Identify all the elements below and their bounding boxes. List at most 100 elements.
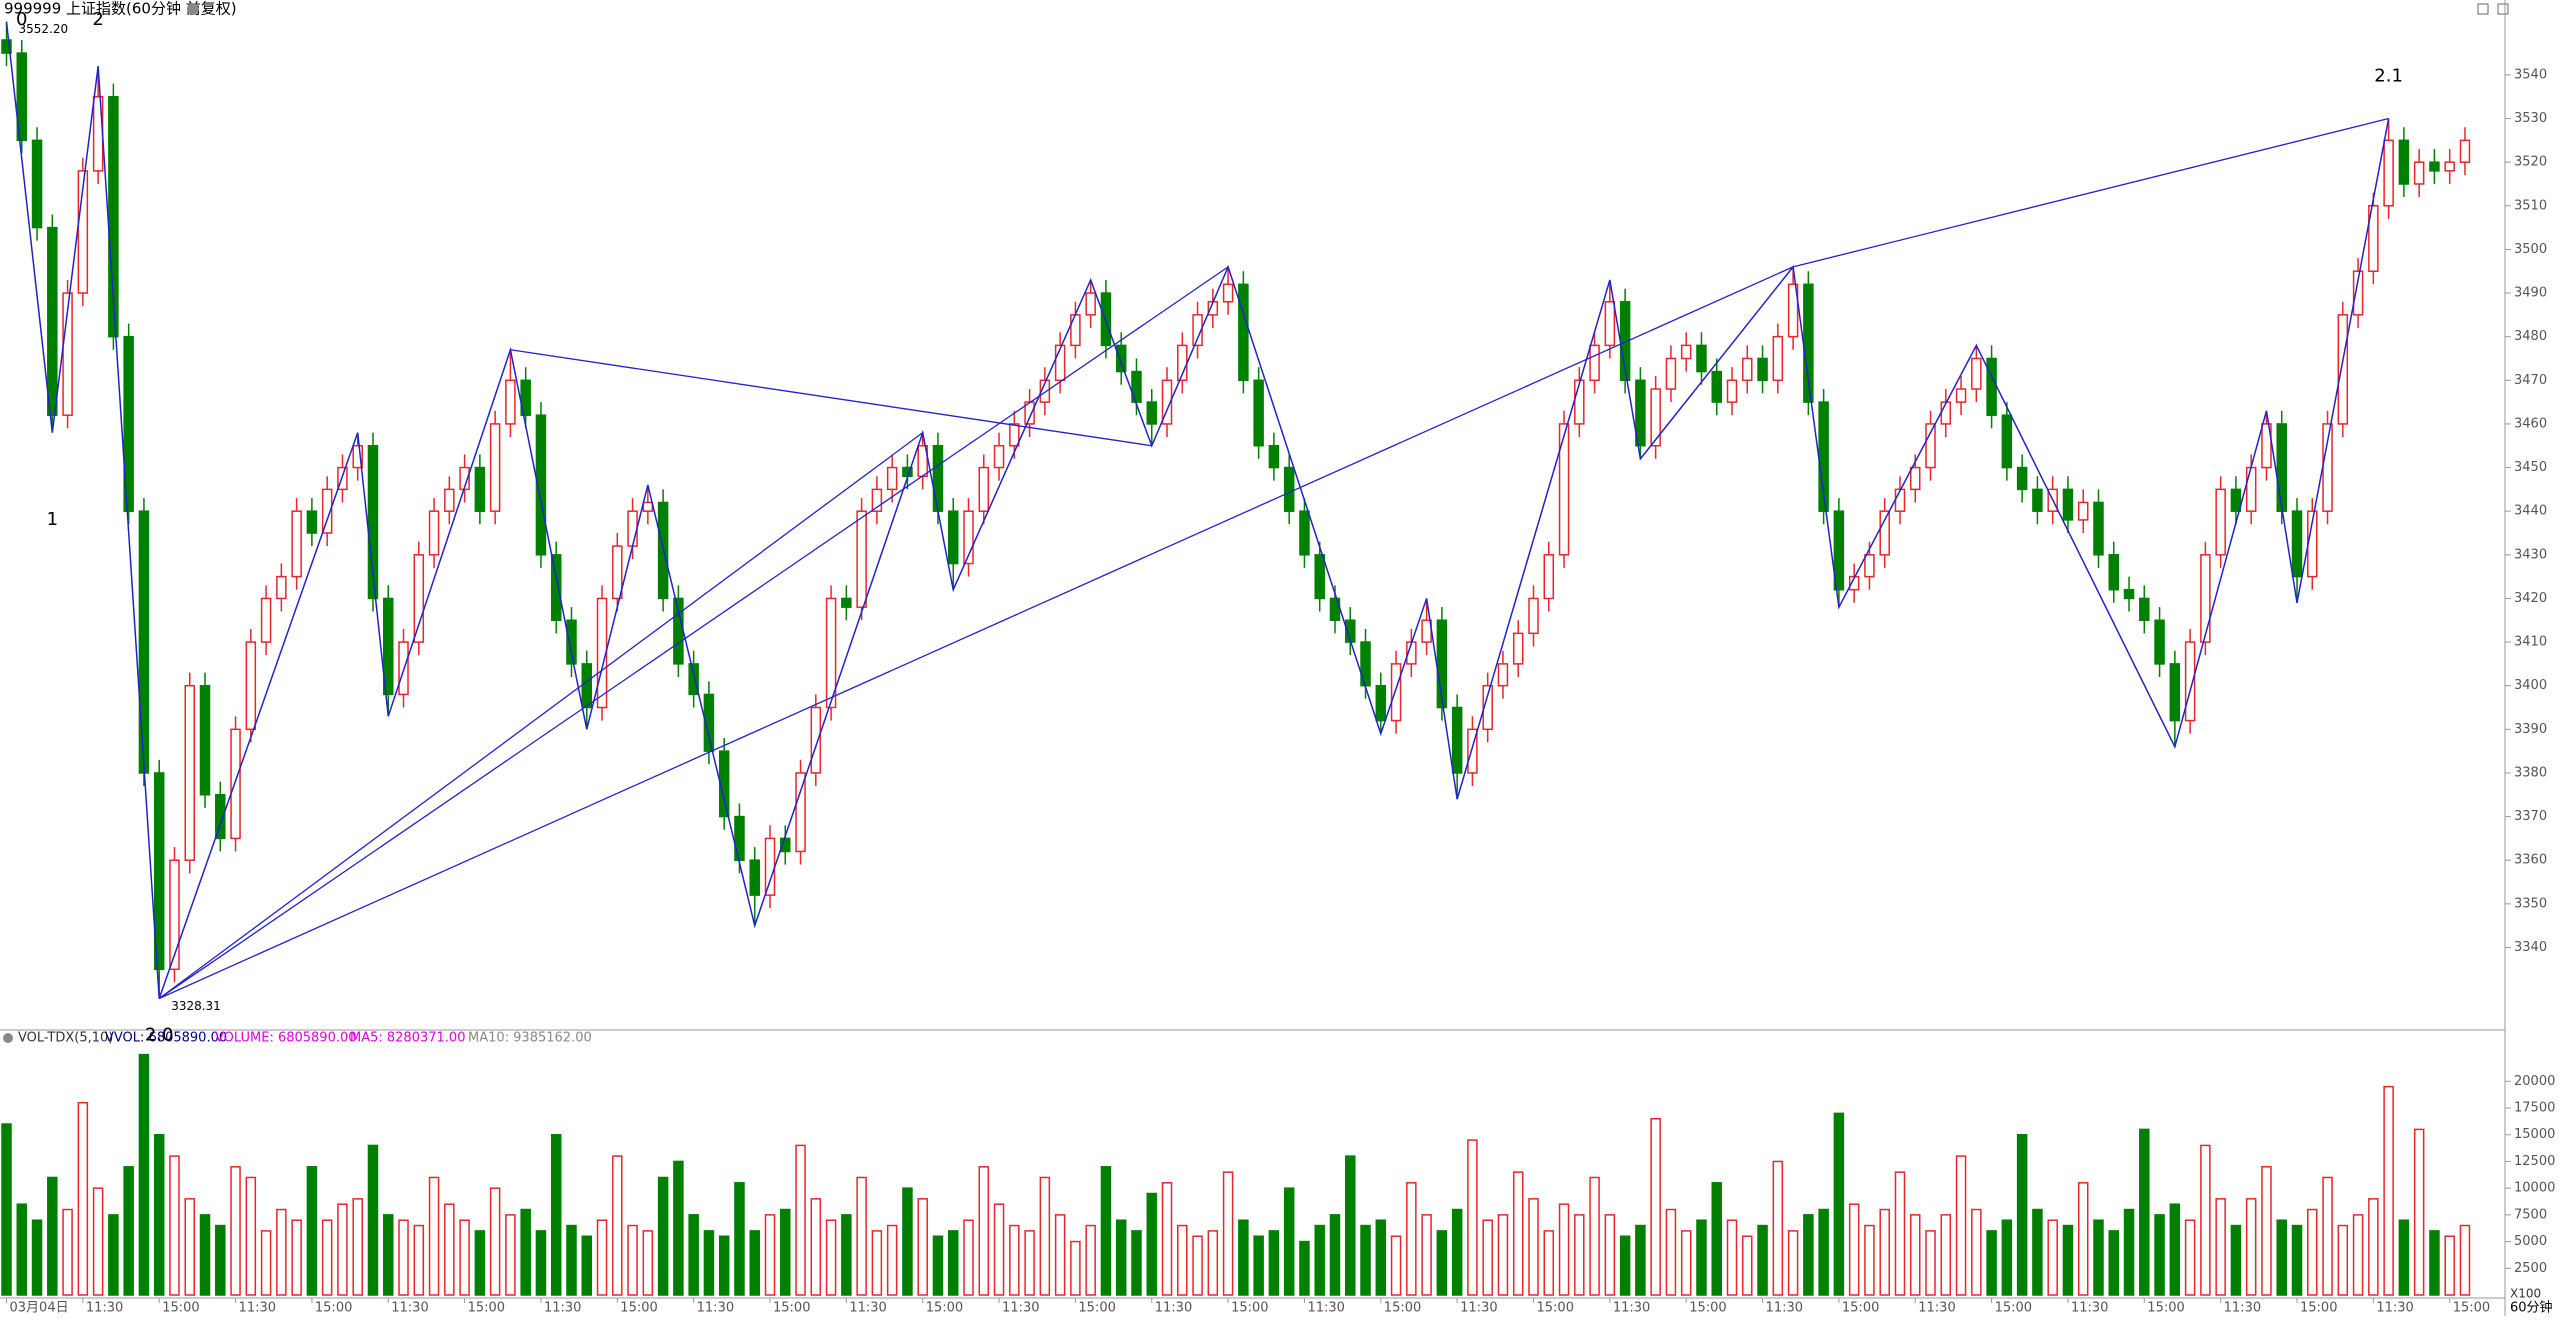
volume-bar (1268, 1230, 1280, 1296)
y-tick-label: 3340 (2514, 940, 2547, 955)
candle-body (2169, 663, 2181, 722)
volume-bar (810, 1198, 822, 1296)
x-tick-label: 15:00 (162, 1301, 199, 1316)
volume-bar (1787, 1230, 1799, 1296)
candle-body (795, 772, 806, 853)
volume-bar (1024, 1230, 1035, 1296)
volume-bar (1329, 1214, 1341, 1296)
volume-bar (1543, 1230, 1555, 1296)
volume-bar (2123, 1208, 2135, 1296)
candle-body (1986, 357, 1997, 416)
candle-body (2108, 554, 2120, 591)
volume-bar (1589, 1176, 1600, 1296)
y-tick-label: 3350 (2514, 896, 2547, 911)
volume-bar (260, 1230, 272, 1296)
volume-unit: X100 (2510, 1287, 2541, 1301)
volume-bar (566, 1224, 577, 1296)
x-tick-label: 15:00 (1689, 1301, 1726, 1316)
zigzag-line (5, 21, 2390, 999)
ma5-text: MA5: 8280371.00 (350, 1031, 465, 1046)
volume-bar (581, 1235, 593, 1296)
volume-bar (520, 1208, 531, 1296)
volume-bar (2291, 1224, 2303, 1296)
volume-bar (505, 1214, 516, 1296)
volume-y-tick-label: 10000 (2514, 1181, 2555, 1196)
candle-body (1696, 344, 1707, 373)
volume-bar (2184, 1219, 2196, 1296)
volume-y-tick-label: 17500 (2514, 1101, 2555, 1116)
x-tick-label: 11:30 (2071, 1301, 2108, 1316)
volume-bar (1574, 1214, 1585, 1296)
candle-body (1864, 554, 1875, 578)
volume-bar (2139, 1128, 2150, 1296)
volume-bar (367, 1144, 379, 1296)
candle-body (1543, 554, 1555, 600)
candle-body (184, 684, 195, 861)
x-tick-label: 15:00 (1078, 1301, 1115, 1316)
candle-body (1192, 314, 1203, 347)
candle-body (2139, 597, 2150, 622)
y-tick-label: 3480 (2514, 329, 2547, 344)
volume-bar (1726, 1219, 1738, 1296)
candle-body (2016, 466, 2028, 491)
candle-body (2322, 423, 2333, 512)
candle-body (123, 335, 134, 512)
annotation: 2.0 (145, 1024, 174, 1045)
volume-bar (1146, 1192, 1157, 1296)
volume-bar (1482, 1219, 1493, 1296)
volume-bar (1665, 1208, 1677, 1296)
x-tick-label: 11:30 (86, 1301, 123, 1316)
candle-body (856, 510, 867, 608)
volume-bar (642, 1230, 654, 1296)
volume-bar (77, 1101, 89, 1296)
candle-body (780, 837, 791, 853)
y-tick-label: 3440 (2514, 504, 2547, 519)
annotation: 2 (92, 9, 103, 30)
menu-icon[interactable] (187, 3, 199, 15)
window-button[interactable] (2497, 3, 2509, 15)
volume-bar (1848, 1203, 1860, 1296)
candle-body (1390, 663, 1402, 722)
volume-bar (2062, 1224, 2074, 1296)
volume-bar (718, 1235, 730, 1296)
candle-body (2413, 161, 2425, 185)
candle-body (581, 663, 593, 709)
volume-bar (1757, 1224, 1768, 1296)
volume-bar (1283, 1187, 1295, 1296)
volume-bar (474, 1230, 486, 1296)
candle-body (1451, 706, 1463, 774)
volume-bar (1619, 1235, 1631, 1296)
x-tick-label: 15:00 (620, 1301, 657, 1316)
y-tick-label: 3520 (2514, 155, 2547, 170)
candle-body (535, 414, 547, 556)
candle-body (1604, 301, 1616, 347)
candle-body (337, 466, 348, 491)
indicator-icon[interactable] (3, 1033, 13, 1043)
volume-bar (688, 1214, 699, 1296)
candle-body (627, 510, 638, 547)
candle-body (841, 597, 852, 608)
candle-body (1574, 379, 1585, 425)
candle-body (993, 444, 1005, 469)
volume-bar (1131, 1230, 1142, 1296)
candle-body (291, 510, 302, 578)
candle-body (505, 379, 516, 425)
volume-bar (1375, 1219, 1387, 1296)
candle-body (2291, 510, 2303, 578)
x-tick-label: 15:00 (926, 1301, 963, 1316)
volume-bar (1299, 1240, 1310, 1296)
x-tick-label: 11:30 (1155, 1301, 1192, 1316)
volume-bar (1, 1123, 12, 1296)
candle-body (1, 39, 12, 54)
candle-body (612, 545, 623, 600)
volume-bar (2245, 1198, 2257, 1296)
y-tick-label: 3500 (2514, 242, 2547, 257)
volume-bar (1696, 1219, 1707, 1296)
candle-body (1711, 370, 1722, 403)
window-button[interactable] (2477, 3, 2489, 15)
candle-body (1314, 554, 1325, 600)
volume-bar (550, 1133, 562, 1296)
x-tick-label: 15:00 (1842, 1301, 1879, 1316)
volume-bar (444, 1203, 455, 1296)
